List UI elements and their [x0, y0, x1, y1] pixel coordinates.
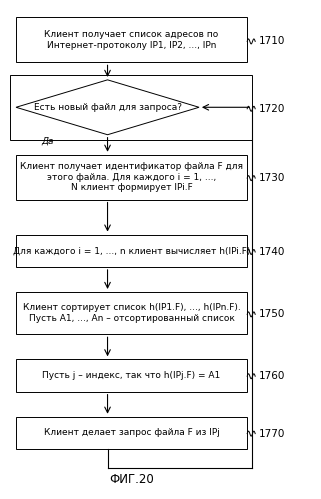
Text: 1740: 1740: [258, 247, 285, 257]
Text: Клиент делает запрос файла F из IPj: Клиент делает запрос файла F из IPj: [44, 428, 220, 438]
Text: Клиент сортирует список h(IP1.F), ..., h(IPn.F).
Пусть A1, ..., Аn – отсортирова: Клиент сортирует список h(IP1.F), ..., h…: [23, 303, 240, 323]
FancyBboxPatch shape: [16, 235, 247, 267]
Text: Клиент получает список адресов по
Интернет-протоколу IP1, IP2, ..., IPn: Клиент получает список адресов по Интерн…: [45, 30, 219, 49]
Text: 1730: 1730: [258, 173, 285, 183]
FancyBboxPatch shape: [16, 292, 247, 334]
Text: 1760: 1760: [258, 371, 285, 381]
Text: Да: Да: [42, 136, 54, 145]
Polygon shape: [16, 80, 199, 135]
Text: Для каждого i = 1, ..., n клиент вычисляет h(IPi.F): Для каждого i = 1, ..., n клиент вычисля…: [13, 246, 250, 255]
Text: 1720: 1720: [258, 104, 285, 114]
Text: 1770: 1770: [258, 429, 285, 439]
FancyBboxPatch shape: [16, 17, 247, 62]
Text: Клиент получает идентификатор файла F для
этого файла. Для каждого i = 1, ...,
N: Клиент получает идентификатор файла F дл…: [20, 162, 243, 192]
FancyBboxPatch shape: [16, 417, 247, 449]
Text: 1710: 1710: [258, 36, 285, 46]
Text: Есть новый файл для запроса?: Есть новый файл для запроса?: [33, 103, 182, 112]
Text: 1750: 1750: [258, 309, 285, 319]
Text: Пусть j – индекс, так что h(IPj.F) = A1: Пусть j – индекс, так что h(IPj.F) = A1: [42, 371, 221, 380]
FancyBboxPatch shape: [16, 155, 247, 200]
Text: ФИГ.20: ФИГ.20: [109, 473, 154, 486]
FancyBboxPatch shape: [16, 359, 247, 392]
